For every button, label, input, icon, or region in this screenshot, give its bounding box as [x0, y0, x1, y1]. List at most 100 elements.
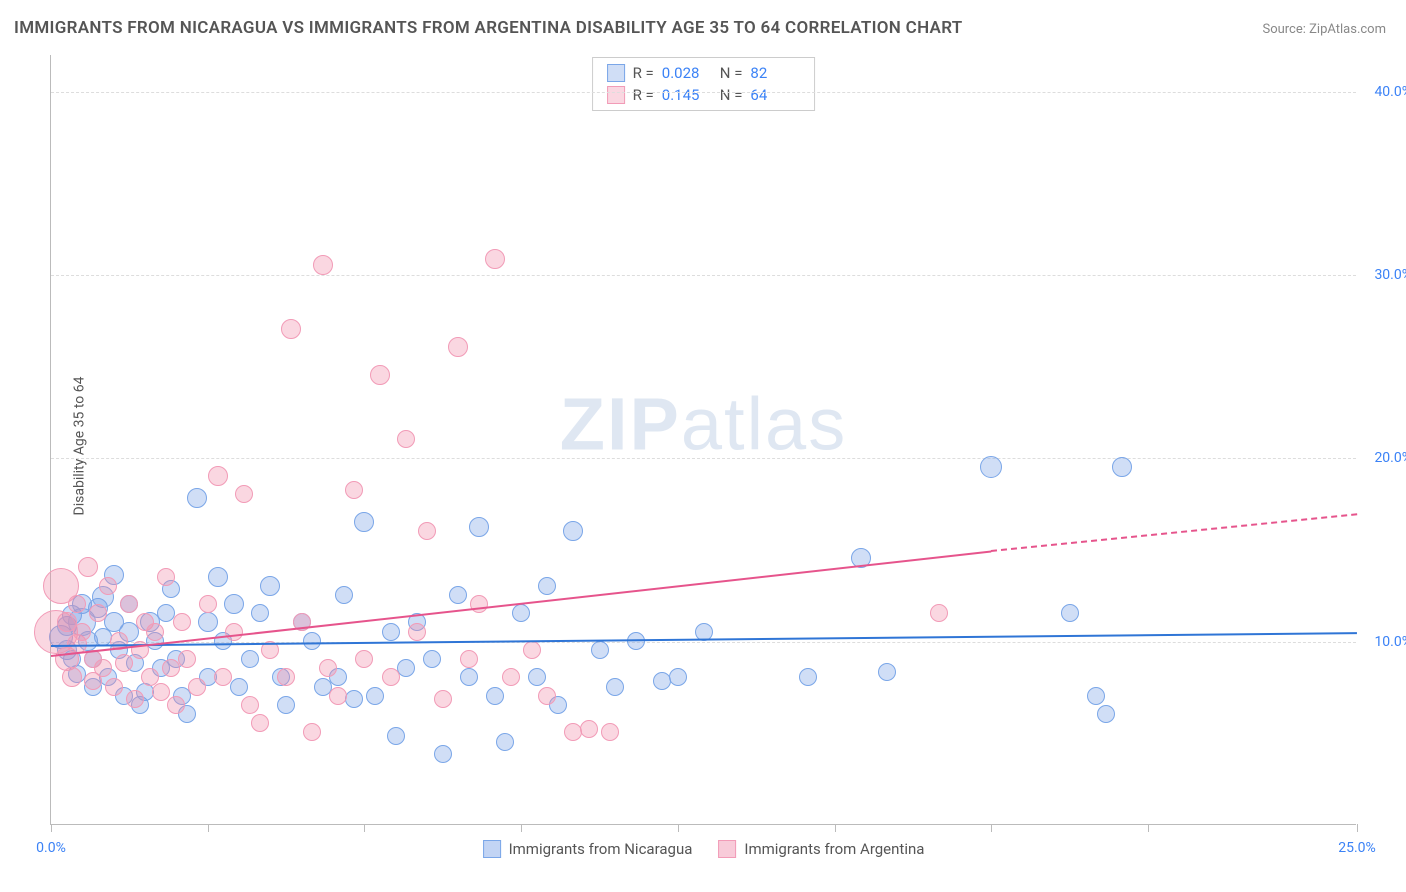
data-point	[345, 481, 363, 499]
data-point	[78, 557, 98, 577]
x-tick	[1148, 824, 1149, 832]
data-point	[224, 594, 244, 614]
data-point	[225, 623, 243, 641]
data-point	[980, 456, 1002, 478]
data-point	[73, 623, 91, 641]
data-point	[152, 683, 170, 701]
data-point	[418, 522, 436, 540]
data-point	[606, 678, 624, 696]
data-point	[382, 668, 400, 686]
gridline	[51, 275, 1356, 276]
x-tick	[521, 824, 522, 832]
legend-r-value: 0.145	[662, 86, 712, 104]
data-point	[173, 613, 191, 631]
x-tick	[991, 824, 992, 832]
data-point	[251, 714, 269, 732]
data-point	[126, 690, 144, 708]
series-legend: Immigrants from Nicaragua Immigrants from…	[483, 840, 925, 858]
source-label: Source: ZipAtlas.com	[1262, 22, 1386, 37]
legend-r-label: R =	[633, 86, 654, 104]
data-point	[601, 723, 619, 741]
data-point	[355, 650, 373, 668]
chart-container: IMMIGRANTS FROM NICARAGUA VS IMMIGRANTS …	[0, 0, 1406, 892]
data-point	[303, 632, 321, 650]
chart-title: IMMIGRANTS FROM NICARAGUA VS IMMIGRANTS …	[14, 18, 963, 38]
data-point	[277, 668, 295, 686]
data-point	[1087, 687, 1105, 705]
data-point	[319, 659, 337, 677]
legend-row: R =0.145N =64	[607, 86, 801, 104]
data-point	[930, 604, 948, 622]
data-point	[89, 604, 107, 622]
data-point	[1112, 457, 1132, 477]
data-point	[1061, 604, 1079, 622]
y-tick-label: 20.0%	[1374, 450, 1406, 466]
data-point	[178, 650, 196, 668]
data-point	[460, 668, 478, 686]
data-point	[591, 641, 609, 659]
data-point	[669, 668, 687, 686]
data-point	[313, 255, 333, 275]
data-point	[281, 319, 301, 339]
data-point	[241, 650, 259, 668]
legend-n-value: 64	[750, 86, 800, 104]
correlation-legend: R =0.028N =82R =0.145N =64	[592, 57, 816, 111]
data-point	[303, 723, 321, 741]
data-point	[538, 577, 556, 595]
legend-item: Immigrants from Nicaragua	[483, 840, 693, 858]
data-point	[470, 595, 488, 613]
data-point	[120, 595, 138, 613]
data-point	[188, 678, 206, 696]
data-point	[354, 512, 374, 532]
x-tick	[364, 824, 365, 832]
legend-row: R =0.028N =82	[607, 64, 801, 82]
legend-label: Immigrants from Argentina	[744, 840, 924, 858]
data-point	[208, 466, 228, 486]
data-point	[580, 720, 598, 738]
data-point	[208, 567, 228, 587]
data-point	[199, 595, 217, 613]
data-point	[878, 663, 896, 681]
legend-r-label: R =	[633, 64, 654, 82]
data-point	[486, 687, 504, 705]
data-point	[502, 668, 520, 686]
data-point	[485, 249, 505, 269]
data-point	[423, 650, 441, 668]
legend-swatch	[607, 86, 625, 104]
x-tick	[51, 824, 52, 832]
x-tick	[208, 824, 209, 832]
legend-swatch	[607, 64, 625, 82]
gridline	[51, 92, 1356, 93]
data-point	[198, 612, 218, 632]
data-point	[382, 623, 400, 641]
watermark: ZIPatlas	[560, 382, 847, 467]
data-point	[512, 604, 530, 622]
data-point	[329, 687, 347, 705]
legend-n-value: 82	[750, 64, 800, 82]
legend-n-label: N =	[720, 64, 743, 82]
legend-swatch	[718, 840, 736, 858]
data-point	[230, 678, 248, 696]
data-point	[366, 687, 384, 705]
data-point	[241, 696, 259, 714]
x-tick	[678, 824, 679, 832]
data-point	[260, 576, 280, 596]
legend-swatch	[483, 840, 501, 858]
data-point	[449, 586, 467, 604]
data-point	[235, 485, 253, 503]
data-point	[448, 337, 468, 357]
data-point	[397, 430, 415, 448]
x-tick	[835, 824, 836, 832]
data-point	[434, 690, 452, 708]
data-point	[345, 690, 363, 708]
data-point	[528, 668, 546, 686]
gridline	[51, 458, 1356, 459]
legend-item: Immigrants from Argentina	[718, 840, 924, 858]
data-point	[99, 577, 117, 595]
y-tick-label: 40.0%	[1374, 84, 1406, 100]
data-point	[538, 687, 556, 705]
x-tick-label: 0.0%	[36, 840, 66, 856]
data-point	[469, 517, 489, 537]
data-point	[523, 641, 541, 659]
trendline	[991, 513, 1357, 552]
